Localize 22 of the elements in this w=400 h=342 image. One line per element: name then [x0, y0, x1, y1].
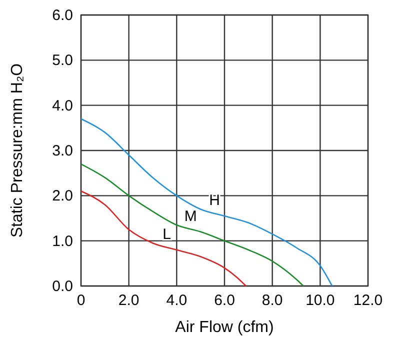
x-tick-label: 4.0: [166, 292, 188, 309]
line-series: [80, 190, 247, 287]
x-tick-label: 6.0: [214, 292, 235, 309]
x-tick-label: 2.0: [118, 292, 140, 309]
y-tick-label: 6.0: [52, 7, 73, 24]
y-tick-label: 0.0: [52, 278, 73, 295]
series-label: H: [209, 192, 220, 210]
y-tick-label: 2.0: [52, 188, 73, 205]
y-tick-label: 1.0: [52, 232, 73, 250]
line-series: [80, 118, 333, 287]
line-series: [80, 163, 304, 287]
x-tick-label: 12.0: [353, 292, 383, 309]
x-axis-title: Air Flow (cfm): [175, 319, 274, 336]
x-tick-label: 10.0: [306, 292, 335, 309]
x-tick-label: 0: [76, 292, 86, 309]
y-tick-label: 3.0: [52, 142, 73, 160]
x-tick-label: 8.0: [262, 292, 283, 309]
series-label: M: [184, 208, 197, 226]
y-axis-title: Static Pressure:mm H₂O: [9, 63, 26, 238]
y-tick-label: 5.0: [52, 52, 73, 70]
y-tick-label: 4.0: [52, 97, 73, 114]
series-label: L: [162, 226, 171, 244]
